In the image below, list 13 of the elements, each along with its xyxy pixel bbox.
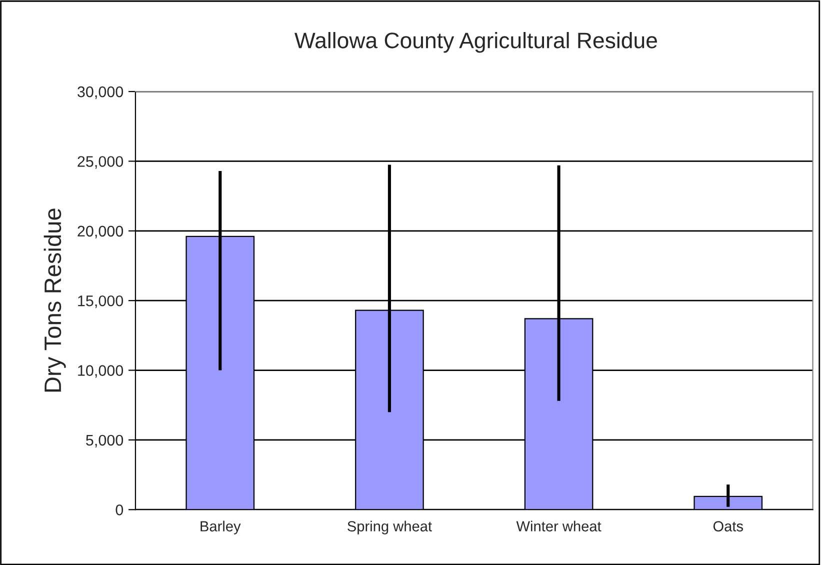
y-tick-label: 10,000 bbox=[78, 365, 124, 378]
y-tick-label: 0 bbox=[116, 504, 124, 516]
x-tick-label: Barley bbox=[200, 520, 241, 534]
y-tick-label: 15,000 bbox=[78, 295, 124, 308]
x-tick-label: Winter wheat bbox=[516, 520, 602, 532]
x-tick-label: Spring wheat bbox=[348, 520, 432, 534]
y-tick-label: 30,000 bbox=[78, 86, 124, 100]
y-tick-label: 20,000 bbox=[78, 226, 124, 238]
y-tick-label: 25,000 bbox=[78, 156, 124, 169]
y-tick-label: 5,000 bbox=[86, 434, 124, 448]
x-tick-label: Oats bbox=[713, 521, 743, 532]
y-axis-title: Dry Tons Residue bbox=[44, 208, 66, 392]
chart-title: Wallowa County Agricultural Residue bbox=[294, 32, 657, 53]
